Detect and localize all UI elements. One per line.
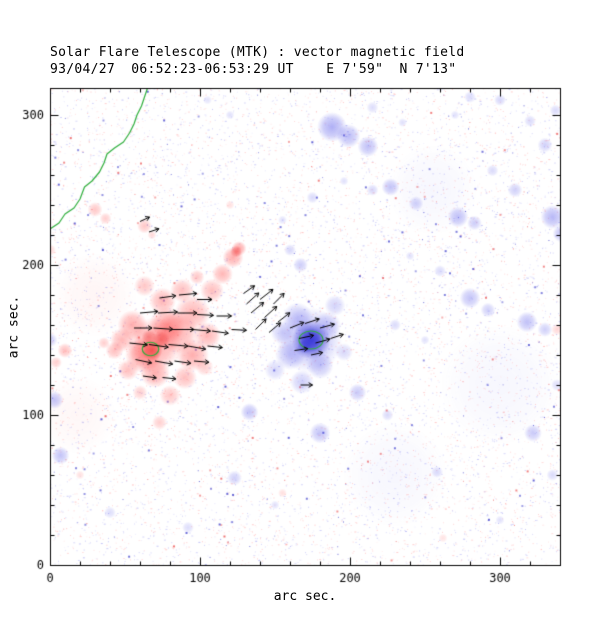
- x-axis-label: arc sec.: [273, 589, 337, 604]
- plot-subtitle: 93/04/27 06:52:23-06:53:29 UT E 7'59" N …: [50, 62, 457, 77]
- plot-title: Solar Flare Telescope (MTK) : vector mag…: [50, 45, 465, 60]
- y-axis-label: arc sec.: [6, 295, 22, 359]
